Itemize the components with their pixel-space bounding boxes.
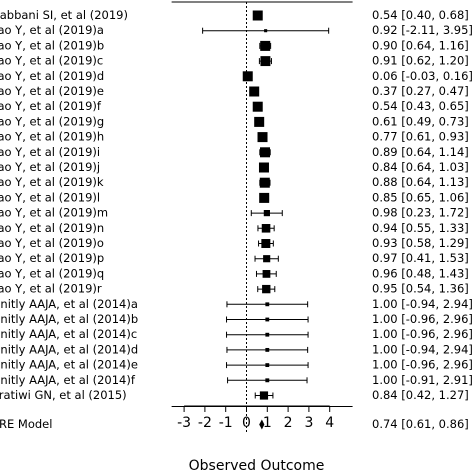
- x-tick-label: -3: [177, 415, 191, 431]
- point-estimate: [252, 101, 263, 112]
- point-estimate: [259, 177, 270, 188]
- x-tick-label: 1: [263, 415, 272, 431]
- study-label: Yao Y, et al (2019)e: [0, 84, 104, 98]
- ci-text: 0.06 [-0.03, 0.16]: [372, 69, 473, 83]
- point-estimate: [259, 391, 269, 400]
- study-label: Yao Y, et al (2019)a: [0, 23, 104, 37]
- study-label: Unitly AAJA, et al (2014)b: [0, 312, 138, 326]
- study-label: Unitly AAJA, et al (2014)d: [0, 342, 138, 356]
- point-estimate: [260, 40, 271, 51]
- ci-text: 0.54 [0.43, 0.65]: [372, 99, 469, 113]
- ci-text: 0.84 [0.42, 1.27]: [372, 388, 469, 402]
- ci-text: 0.90 [0.64, 1.16]: [372, 38, 469, 52]
- study-label: Unitly AAJA, et al (2014)a: [0, 297, 138, 311]
- point-estimate: [265, 378, 270, 383]
- ci-text: 0.85 [0.65, 1.06]: [372, 190, 469, 204]
- point-estimate: [262, 284, 271, 294]
- study-label: Yao Y, et al (2019)m: [0, 206, 108, 220]
- point-estimate: [242, 71, 253, 82]
- study-label: Yao Y, et al (2019)b: [0, 38, 104, 52]
- ci-text: 1.00 [-0.96, 2.96]: [372, 327, 473, 341]
- x-tick-label: 0: [242, 415, 251, 431]
- ci-text: 0.92 [-2.11, 3.95]: [372, 23, 473, 37]
- ci-text: 0.89 [0.64, 1.14]: [372, 145, 469, 159]
- x-tick-label: -1: [219, 415, 233, 431]
- study-label: Yao Y, et al (2019)k: [0, 175, 104, 189]
- ci-text: 0.95 [0.54, 1.36]: [372, 282, 469, 296]
- ci-text: 1.00 [-0.94, 2.94]: [372, 297, 473, 311]
- point-estimate: [260, 147, 271, 158]
- point-estimate: [252, 10, 263, 21]
- ci-text: 1.00 [-0.96, 2.96]: [372, 312, 473, 326]
- point-estimate: [261, 224, 271, 233]
- study-label: Yao Y, et al (2019)c: [0, 54, 103, 68]
- ci-text: 0.54 [0.40, 0.68]: [372, 8, 469, 22]
- point-estimate: [259, 192, 270, 203]
- point-estimate: [262, 270, 271, 278]
- study-label: Yao Y, et al (2019)r: [0, 282, 102, 296]
- study-label: Unitly AAJA, et al (2014)c: [0, 327, 137, 341]
- study-label: Pratiwi GN, et al (2015): [0, 388, 127, 402]
- point-estimate: [265, 363, 270, 368]
- x-tick-label: 2: [284, 415, 293, 431]
- summary-label: RE Model: [0, 417, 52, 431]
- study-label: Rabbani SI, et al (2019): [0, 8, 128, 22]
- ci-text: 1.00 [-0.94, 2.94]: [372, 342, 473, 356]
- point-estimate: [265, 302, 270, 307]
- study-label: Yao Y, et al (2019)l: [0, 190, 100, 204]
- x-tick-label: 3: [304, 415, 313, 431]
- study-label: Yao Y, et al (2019)o: [0, 236, 104, 250]
- ci-text: 0.91 [0.62, 1.20]: [372, 54, 469, 68]
- study-label: Yao Y, et al (2019)g: [0, 114, 104, 128]
- ci-text: 0.88 [0.64, 1.13]: [372, 175, 469, 189]
- ci-text: 1.00 [-0.96, 2.96]: [372, 358, 473, 372]
- ci-text: 1.00 [-0.91, 2.91]: [372, 373, 473, 387]
- study-label: Yao Y, et al (2019)d: [0, 69, 104, 83]
- ci-text: 0.93 [0.58, 1.29]: [372, 236, 469, 250]
- point-estimate: [260, 56, 271, 67]
- ci-text: 0.37 [0.27, 0.47]: [372, 84, 469, 98]
- ci-text: 0.61 [0.49, 0.73]: [372, 114, 469, 128]
- point-estimate: [264, 29, 268, 33]
- study-label: Yao Y, et al (2019)q: [0, 266, 104, 280]
- ci-text: 0.98 [0.23, 1.72]: [372, 206, 469, 220]
- point-estimate: [261, 239, 271, 248]
- study-label: Yao Y, et al (2019)n: [0, 221, 104, 235]
- point-estimate: [257, 132, 268, 143]
- ci-text: 0.97 [0.41, 1.53]: [372, 251, 469, 265]
- study-label: Unitly AAJA, et al (2014)f: [0, 373, 136, 387]
- point-estimate: [263, 255, 271, 263]
- point-estimate: [265, 317, 270, 322]
- summary-diamond: [259, 419, 265, 430]
- point-estimate: [254, 116, 265, 127]
- ci-text: 0.94 [0.55, 1.33]: [372, 221, 469, 235]
- summary-ci-text: 0.74 [0.61, 0.86]: [372, 417, 469, 431]
- study-label: Yao Y, et al (2019)i: [0, 145, 100, 159]
- point-estimate: [249, 86, 260, 97]
- study-label: Yao Y, et al (2019)j: [0, 160, 100, 174]
- study-label: Yao Y, et al (2019)h: [0, 130, 104, 144]
- x-tick-label: -2: [198, 415, 212, 431]
- x-axis-title: Observed Outcome: [189, 458, 325, 474]
- point-estimate: [265, 332, 270, 337]
- x-tick-label: 4: [325, 415, 334, 431]
- study-label: Yao Y, et al (2019)p: [0, 251, 104, 265]
- ci-text: 0.96 [0.48, 1.43]: [372, 266, 469, 280]
- ci-text: 0.77 [0.61, 0.93]: [372, 130, 469, 144]
- point-estimate: [263, 210, 270, 217]
- point-estimate: [258, 162, 269, 173]
- ci-text: 0.84 [0.64, 1.03]: [372, 160, 469, 174]
- study-label: Yao Y, et al (2019)f: [0, 99, 102, 113]
- study-label: Unitly AAJA, et al (2014)e: [0, 358, 138, 372]
- point-estimate: [265, 347, 270, 352]
